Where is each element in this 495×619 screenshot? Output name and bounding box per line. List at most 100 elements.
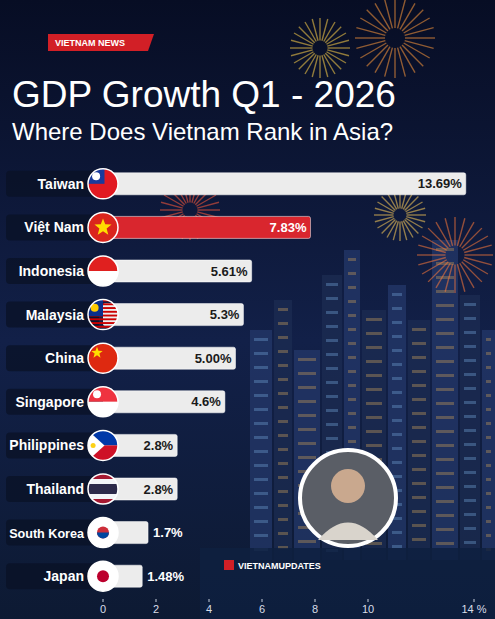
- window-lights: [348, 272, 356, 275]
- flag: [88, 169, 118, 199]
- label-box: [6, 171, 99, 197]
- firework-ray: [160, 209, 183, 210]
- tick-mark: [156, 599, 157, 602]
- firework-ray: [290, 47, 313, 48]
- window-lights: [486, 492, 491, 495]
- window-lights: [366, 360, 382, 363]
- flag-part: [88, 212, 118, 242]
- window-lights: [254, 492, 268, 495]
- window-lights: [486, 338, 491, 341]
- window-lights: [464, 415, 476, 418]
- firework-ray: [400, 47, 415, 73]
- flag-part: [94, 218, 111, 234]
- window-lights: [348, 384, 356, 387]
- window-lights: [392, 321, 402, 324]
- window-lights: [326, 381, 338, 384]
- window-lights: [278, 532, 288, 535]
- flag-part: [92, 172, 100, 180]
- flag-ring: [88, 169, 118, 199]
- bar: [103, 216, 310, 238]
- firework-ray: [326, 33, 345, 44]
- flag-part: [91, 443, 96, 448]
- firework-ray: [375, 3, 390, 29]
- window-lights: [486, 506, 491, 509]
- window-lights: [254, 380, 268, 383]
- window-lights: [486, 478, 491, 481]
- bar: [103, 347, 236, 369]
- window-lights: [436, 486, 454, 489]
- window-lights: [412, 524, 426, 527]
- flag-part: [97, 533, 109, 539]
- x-axis: 024681014 %: [100, 599, 487, 615]
- building: [460, 295, 480, 560]
- window-lights: [464, 345, 476, 348]
- flag-part: [88, 518, 118, 548]
- tick-label: 10: [362, 603, 374, 615]
- window-lights: [348, 370, 356, 373]
- window-lights: [366, 318, 382, 321]
- flag-ring: [88, 300, 118, 330]
- firework-ray: [399, 222, 400, 242]
- window-lights: [348, 328, 356, 331]
- window-lights: [254, 352, 268, 355]
- bar: [103, 391, 225, 413]
- window-lights: [412, 398, 426, 401]
- firework-ray: [291, 50, 313, 56]
- flag: [88, 256, 118, 286]
- firework-ray: [319, 18, 320, 41]
- tick-mark: [368, 599, 369, 602]
- window-lights: [464, 541, 476, 544]
- flag-part: [88, 322, 118, 324]
- window-lights: [326, 395, 338, 398]
- tick-mark: [262, 599, 263, 602]
- portrait: [300, 450, 396, 546]
- window-lights: [436, 472, 454, 475]
- window-lights: [278, 392, 288, 395]
- flag-part: [88, 479, 118, 499]
- window-lights: [412, 328, 426, 331]
- firework-ray: [322, 19, 328, 41]
- window-lights: [348, 314, 356, 317]
- window-lights: [464, 513, 476, 516]
- label-box: [6, 563, 99, 589]
- firework: [355, 0, 435, 78]
- tick-label: 14 %: [461, 603, 486, 615]
- window-lights: [464, 303, 476, 306]
- window-lights: [278, 504, 288, 507]
- window-lights: [326, 297, 338, 300]
- window-lights: [392, 531, 402, 534]
- window-lights: [298, 414, 316, 417]
- firework-ray: [465, 254, 494, 255]
- data-label: 1.48%: [147, 569, 184, 584]
- window-lights: [278, 350, 288, 353]
- firework-ray: [454, 217, 455, 246]
- flag-part: [91, 347, 102, 358]
- firework-ray: [385, 0, 393, 28]
- firework-ray: [196, 195, 215, 206]
- firework-ray: [394, 0, 395, 28]
- firework-ray: [294, 52, 313, 63]
- window-lights: [278, 322, 288, 325]
- window-lights: [298, 456, 316, 459]
- window-lights: [348, 412, 356, 415]
- building: [432, 240, 458, 560]
- window-lights: [412, 468, 426, 471]
- window-lights: [278, 490, 288, 493]
- flag: [88, 518, 118, 548]
- building: [408, 320, 430, 560]
- flag-part: [88, 484, 118, 494]
- window-lights: [464, 373, 476, 376]
- window-lights: [412, 538, 426, 541]
- window-lights: [436, 528, 454, 531]
- window-lights: [254, 436, 268, 439]
- firework-ray: [436, 222, 450, 247]
- window-lights: [392, 349, 402, 352]
- firework-ray: [360, 43, 386, 58]
- window-lights: [436, 444, 454, 447]
- window-lights: [326, 283, 338, 286]
- window-lights: [278, 462, 288, 465]
- flag-part: [88, 256, 118, 271]
- window-lights: [254, 534, 268, 537]
- window-lights: [392, 335, 402, 338]
- bar: [103, 173, 466, 195]
